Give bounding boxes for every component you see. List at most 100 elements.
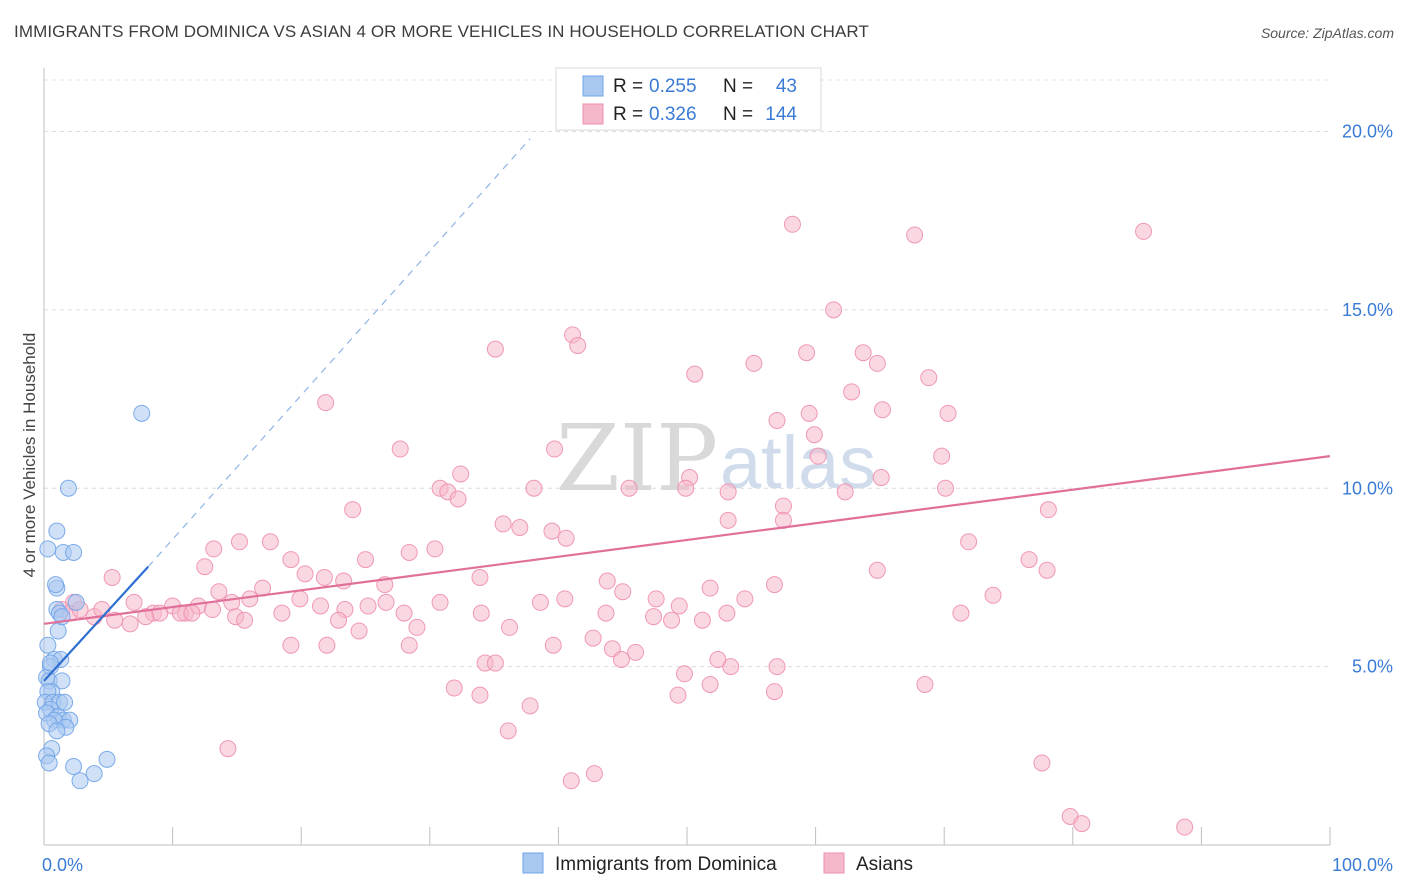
asians-point-91: [597, 604, 615, 622]
asians-point-51: [960, 533, 978, 551]
asians-point-57: [335, 572, 353, 590]
asians-point-92: [645, 608, 663, 626]
asians-point-45: [230, 533, 248, 551]
y-tick-label-1: 10.0%: [1342, 478, 1393, 498]
legend-n-value-pink: 144: [765, 104, 797, 125]
asians-point-115: [544, 636, 562, 654]
chart-title: IMMIGRANTS FROM DOMINICA VS ASIAN 4 OR M…: [14, 22, 869, 41]
dominica-point-4: [59, 479, 77, 497]
legend-top: R = 0.255 N = 43 R = 0.326 N = 144: [555, 67, 822, 131]
asians-point-46: [426, 540, 444, 558]
dominica-point-11: [39, 636, 57, 654]
legend-bottom: Immigrants from Dominica Asians: [522, 852, 913, 875]
asians-point-126: [612, 650, 630, 668]
legend-r-label-blue: R =: [613, 76, 643, 97]
asians-point-128: [709, 650, 727, 668]
legend-n-label-blue: N =: [723, 76, 753, 97]
asians-point-89: [531, 593, 549, 611]
y-tick-label-0: 5.0%: [1352, 657, 1393, 677]
dominica-point-17: [53, 672, 71, 690]
asians-point-33: [719, 483, 737, 501]
asians-point-132: [701, 675, 719, 693]
asians-point-107: [183, 604, 201, 622]
asians-point-50: [357, 551, 374, 569]
asians-point-2: [1135, 222, 1153, 240]
dominica-point-35: [40, 754, 58, 772]
asians-point-43: [557, 529, 575, 547]
dominica-point-39: [71, 772, 89, 790]
asians-point-39: [719, 511, 737, 529]
legend-n-value-blue: 43: [776, 76, 797, 97]
y-axis-label: 4 or more Vehicles in Household: [20, 333, 39, 578]
asians-points: [53, 215, 1194, 836]
asians-point-122: [400, 636, 418, 654]
asians-point-19: [805, 426, 823, 444]
asians-point-69: [1038, 561, 1056, 579]
asians-point-141: [1033, 754, 1051, 772]
asians-point-71: [125, 593, 143, 611]
legend-bottom-label-blue: Immigrants from Dominica: [555, 854, 777, 875]
asians-point-70: [103, 568, 121, 586]
legend-swatch-pink: [582, 103, 604, 125]
legend-n-label-pink: N =: [723, 104, 753, 125]
asians-point-41: [1039, 501, 1057, 519]
asians-point-143: [1073, 815, 1091, 833]
asians-point-11: [920, 369, 938, 387]
asians-point-5: [486, 340, 504, 358]
asians-point-105: [137, 608, 155, 626]
asians-point-66: [765, 576, 783, 594]
asians-point-4: [569, 337, 587, 355]
asians-point-40: [543, 522, 561, 540]
asians-point-85: [377, 593, 395, 611]
asians-point-84: [359, 597, 377, 615]
asians-point-113: [408, 618, 426, 636]
asians-point-64: [701, 579, 719, 597]
legend-bottom-label-pink: Asians: [856, 854, 913, 875]
asians-point-137: [765, 683, 783, 701]
asians-point-118: [627, 643, 645, 661]
watermark-zip: ZIP: [556, 405, 718, 512]
asians-point-53: [196, 558, 214, 576]
asians-point-119: [722, 658, 740, 676]
dominica-trendline-extension: [147, 138, 531, 568]
x-tick-label-max: 100.0%: [1332, 855, 1393, 875]
asians-point-60: [598, 572, 616, 590]
dominica-point-3: [48, 522, 66, 540]
asians-point-63: [670, 597, 688, 615]
legend-r-value-pink: 0.326: [649, 104, 697, 125]
dominica-point-2: [65, 543, 83, 561]
asians-point-95: [718, 604, 736, 622]
asians-trendline: [43, 455, 1331, 625]
asians-point-90: [556, 590, 574, 608]
asians-point-93: [663, 611, 681, 629]
asians-point-120: [282, 636, 300, 654]
dominica-point-23: [56, 693, 74, 711]
asians-point-17: [768, 411, 786, 429]
asians-point-55: [296, 565, 314, 583]
asians-point-114: [501, 618, 519, 636]
asians-point-21: [546, 440, 564, 458]
asians-point-131: [952, 604, 970, 622]
asians-point-1: [906, 226, 924, 244]
legend-swatch-blue: [582, 75, 604, 97]
asians-point-65: [736, 590, 754, 608]
asians-point-31: [936, 479, 954, 497]
asians-point-12: [686, 365, 704, 383]
asians-point-127: [675, 665, 693, 683]
y-tick-label-3: 20.0%: [1342, 122, 1393, 142]
legend-bottom-swatch-blue: [522, 852, 544, 874]
asians-point-16: [800, 404, 818, 422]
asians-point-14: [317, 394, 335, 412]
asians-point-54: [282, 551, 300, 569]
asians-point-30: [677, 479, 695, 497]
dominica-point-38: [85, 765, 103, 783]
dominica-point-40: [47, 576, 65, 594]
asians-point-7: [745, 354, 763, 372]
asians-point-144: [1176, 818, 1194, 836]
asians-point-110: [236, 611, 254, 629]
dominica-point-0: [39, 540, 57, 558]
asians-point-28: [525, 479, 543, 497]
asians-point-10: [868, 354, 886, 372]
dominica-point-7: [67, 593, 85, 611]
